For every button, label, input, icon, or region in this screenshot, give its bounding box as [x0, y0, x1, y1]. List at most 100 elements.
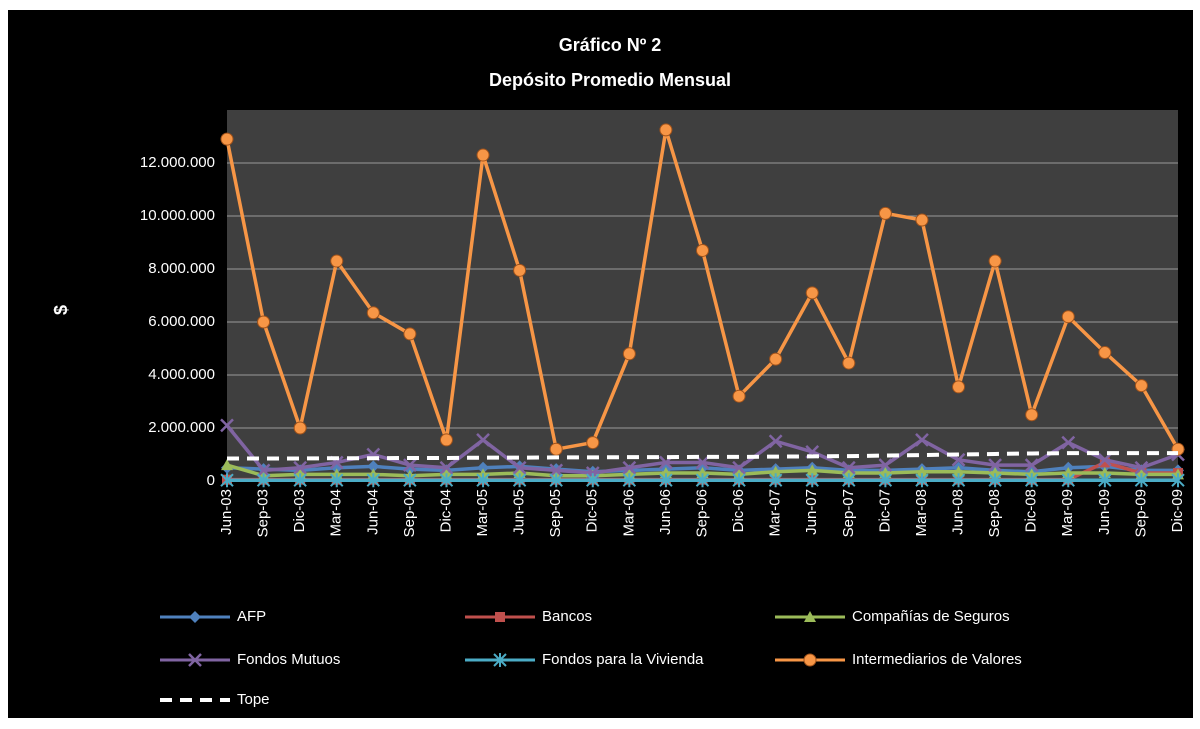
series-marker	[952, 380, 966, 394]
x-tick-label: Dic-06	[730, 489, 747, 532]
series-marker	[476, 148, 490, 162]
y-tick-label: 6.000.000	[148, 313, 215, 330]
series-marker	[805, 473, 819, 488]
series-marker	[622, 460, 637, 475]
series-marker	[622, 473, 637, 488]
x-tick-label: Sep-05	[547, 489, 564, 537]
series-marker	[476, 433, 490, 447]
series-marker	[951, 473, 966, 488]
y-tick-label: 2.000.000	[148, 419, 215, 436]
series-marker	[366, 473, 381, 488]
series-marker	[732, 473, 746, 488]
x-tick-label: Sep-07	[840, 489, 857, 537]
x-tick-label: Mar-06	[620, 489, 637, 537]
x-tick-label: Sep-09	[1132, 489, 1149, 537]
series-marker	[769, 465, 782, 477]
legend-label: Compañías de Seguros	[852, 608, 1010, 625]
series-marker	[1134, 473, 1149, 488]
series-marker	[403, 458, 417, 472]
series-marker	[549, 473, 563, 488]
series-marker	[1099, 457, 1110, 468]
x-tick-label: Dic-04	[437, 489, 454, 532]
series-marker	[1024, 458, 1039, 472]
series-marker	[1061, 473, 1075, 488]
series-marker	[1171, 473, 1185, 488]
series-marker	[1098, 473, 1112, 488]
series-marker	[586, 473, 600, 488]
y-axis-label: $	[51, 305, 71, 315]
series-marker	[622, 347, 636, 361]
series-marker	[842, 473, 856, 488]
series-marker	[1097, 452, 1112, 467]
x-tick-label: Dic-08	[1023, 489, 1040, 532]
series-marker	[220, 132, 234, 146]
series-marker	[879, 467, 892, 479]
series-marker	[221, 459, 233, 471]
series-marker	[256, 473, 271, 488]
x-tick-label: Dic-03	[291, 489, 308, 532]
series-marker	[915, 433, 929, 447]
series-marker	[806, 464, 819, 476]
series-marker	[732, 389, 746, 403]
series-marker	[915, 473, 929, 488]
series-marker	[476, 473, 490, 488]
series-marker	[256, 463, 271, 478]
series-marker	[1024, 473, 1039, 488]
series-marker	[512, 473, 527, 488]
series-marker	[989, 467, 1002, 479]
y-tick-label: 0	[207, 472, 215, 489]
y-tick-label: 8.000.000	[148, 260, 215, 277]
legend-label: AFP	[237, 608, 266, 625]
chart-subtitle: Depósito Promedio Mensual	[489, 70, 731, 90]
x-tick-label: Jun-09	[1096, 489, 1113, 535]
series-marker	[513, 467, 526, 479]
y-tick-label: 10.000.000	[140, 207, 215, 224]
x-tick-label: Sep-03	[255, 489, 272, 537]
series-marker	[915, 465, 928, 477]
x-tick-label: Dic-05	[584, 489, 601, 532]
series-marker	[512, 460, 527, 475]
series-marker	[696, 467, 709, 479]
series-marker	[659, 467, 672, 479]
series-marker	[220, 418, 234, 433]
series-marker	[330, 254, 344, 268]
series-marker	[841, 460, 856, 475]
x-tick-label: Jun-03	[218, 489, 235, 535]
series-marker	[1134, 460, 1149, 475]
x-tick-label: Dic-07	[876, 489, 893, 532]
series-marker	[403, 473, 417, 488]
x-tick-label: Mar-04	[328, 489, 345, 537]
series-marker	[293, 460, 308, 475]
legend-label: Fondos Mutuos	[237, 651, 340, 668]
legend-label: Bancos	[542, 608, 592, 625]
series-marker	[1025, 408, 1039, 422]
x-tick-label: Sep-04	[401, 489, 418, 537]
series-marker	[366, 306, 380, 320]
series-marker	[1061, 310, 1075, 324]
series-marker	[659, 473, 673, 488]
series-marker	[1062, 467, 1075, 479]
series-marker	[878, 458, 893, 472]
series-marker	[878, 206, 892, 220]
series-marker	[367, 460, 380, 473]
y-tick-label: 4.000.000	[148, 366, 215, 383]
series-marker	[768, 473, 783, 488]
series-marker	[1061, 435, 1076, 450]
plot-area	[227, 110, 1178, 481]
series-marker	[842, 356, 856, 370]
series-marker	[293, 473, 307, 488]
legend-marker	[188, 653, 202, 667]
series-marker	[952, 465, 965, 477]
series-marker	[732, 460, 746, 475]
series-marker	[769, 352, 783, 366]
series-marker	[1098, 467, 1111, 479]
x-tick-label: Jun-05	[511, 489, 528, 535]
series-marker	[586, 436, 600, 450]
series-marker	[805, 286, 819, 300]
x-tick-label: Jun-07	[803, 489, 820, 535]
x-tick-label: Dic-09	[1169, 489, 1186, 532]
series-marker	[257, 315, 271, 329]
series-marker	[439, 433, 453, 447]
series-marker	[403, 327, 417, 341]
